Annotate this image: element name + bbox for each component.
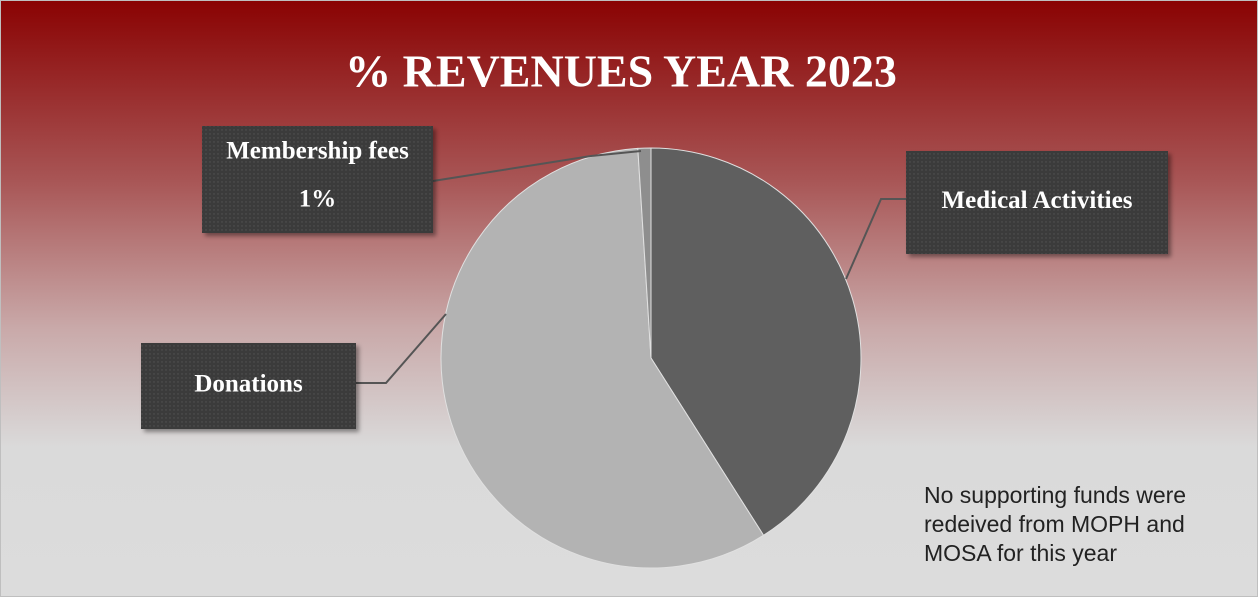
leader-line (432, 150, 642, 182)
leader-line (845, 198, 906, 280)
pie-slice (637, 147, 652, 359)
pie-slice (650, 147, 862, 536)
pie-slice (440, 147, 765, 569)
label-box (906, 151, 1168, 254)
category-label: Medical Activities (942, 187, 1133, 214)
category-label: Donations (194, 371, 303, 398)
leader-line (356, 313, 447, 384)
annotation: No supporting funds were redeived from M… (924, 482, 1187, 566)
chart-title: % REVENUES YEAR 2023 (345, 46, 897, 97)
category-label: Membership fees (226, 138, 409, 165)
label-box (202, 126, 433, 233)
data-label: 1% (299, 186, 337, 213)
label-box (141, 343, 356, 429)
